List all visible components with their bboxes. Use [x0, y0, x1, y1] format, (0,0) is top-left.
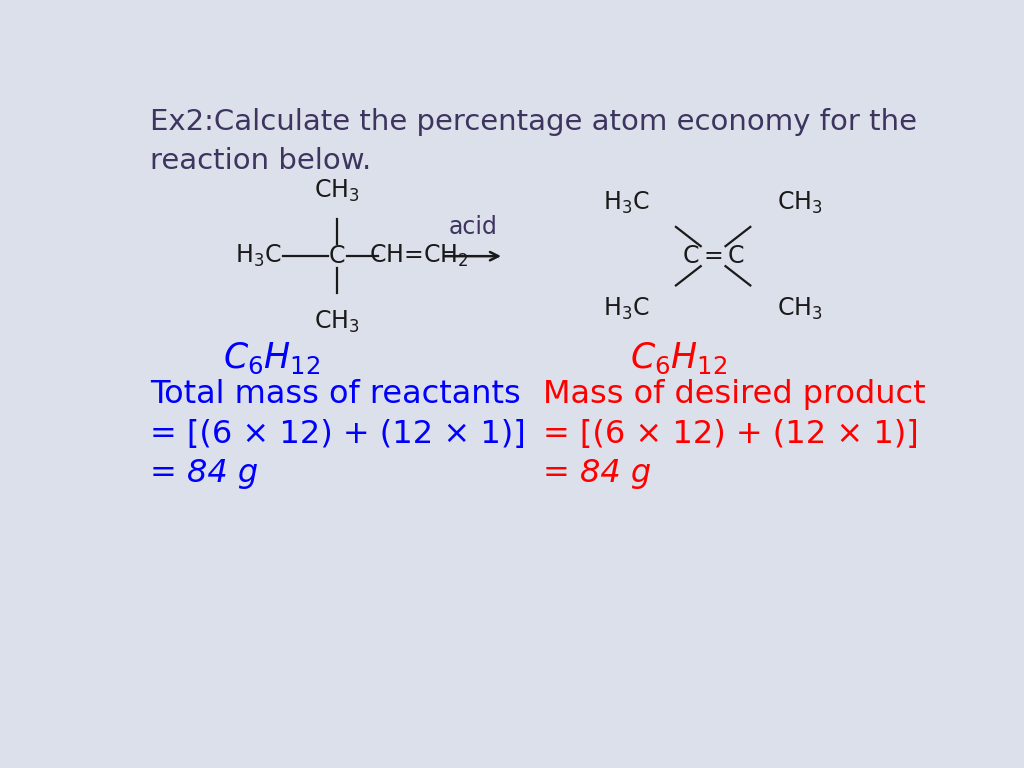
Text: CH$_3$: CH$_3$ — [776, 296, 822, 323]
Text: C$=$C: C$=$C — [682, 244, 744, 268]
Text: H$_3$C: H$_3$C — [603, 296, 649, 323]
Text: Ex2:Calculate the percentage atom economy for the
reaction below.: Ex2:Calculate the percentage atom econom… — [150, 108, 916, 174]
Text: CH$_3$: CH$_3$ — [314, 177, 360, 204]
Text: Mass of desired product: Mass of desired product — [543, 379, 926, 410]
Text: H$_3$C: H$_3$C — [603, 190, 649, 216]
Text: H$_3$C: H$_3$C — [234, 243, 282, 270]
Text: CH$_3$: CH$_3$ — [776, 190, 822, 216]
Text: acid: acid — [449, 215, 498, 239]
Text: Total mass of reactants: Total mass of reactants — [150, 379, 520, 410]
Text: = 84 g: = 84 g — [150, 458, 258, 488]
Text: = 84 g: = 84 g — [543, 458, 651, 488]
Text: $C_6H_{12}$: $C_6H_{12}$ — [630, 341, 727, 376]
Text: CH=CH$_2$: CH=CH$_2$ — [369, 243, 468, 270]
Text: $C_6H_{12}$: $C_6H_{12}$ — [222, 341, 321, 376]
Text: C: C — [329, 244, 345, 268]
Text: = [(6 × 12) + (12 × 1)]: = [(6 × 12) + (12 × 1)] — [150, 419, 525, 449]
Text: CH$_3$: CH$_3$ — [314, 309, 360, 335]
Text: = [(6 × 12) + (12 × 1)]: = [(6 × 12) + (12 × 1)] — [543, 419, 919, 449]
